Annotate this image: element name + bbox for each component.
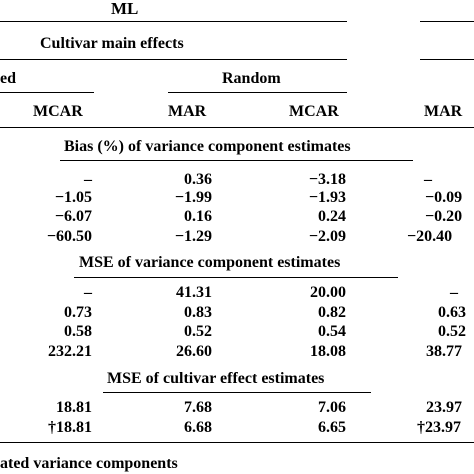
subtitle: Cultivar main effects <box>40 35 184 52</box>
cell: 0.52 <box>438 323 466 340</box>
cell: 232.21 <box>48 343 92 360</box>
rule-group-random <box>168 92 347 93</box>
cell: 0.58 <box>64 323 92 340</box>
rule-section-bias <box>60 160 413 161</box>
cell: – <box>424 171 432 188</box>
col-right-mar: MAR <box>424 103 463 120</box>
rule-top-right <box>420 21 474 22</box>
cell: 0.52 <box>184 323 212 340</box>
cell: 0.82 <box>318 304 346 321</box>
method-label: ML <box>111 0 139 18</box>
cell: 26.60 <box>176 343 212 360</box>
cell: −2.09 <box>308 228 346 245</box>
cell: 41.31 <box>176 284 212 301</box>
footnote: ated variance components <box>0 455 178 472</box>
cell: †23.97 <box>417 419 461 436</box>
cell: −1.93 <box>308 189 346 206</box>
rule-sub-right <box>420 59 474 60</box>
cell: 0.54 <box>318 323 346 340</box>
cell: 0.36 <box>184 171 212 188</box>
cell: −1.29 <box>174 228 212 245</box>
cell: 0.73 <box>64 304 92 321</box>
cell: 7.68 <box>184 399 212 416</box>
cell: 6.68 <box>184 419 212 436</box>
cell: 20.00 <box>310 284 346 301</box>
cell: – <box>450 284 458 301</box>
rule-section-mse-cultivar <box>103 392 371 393</box>
cell: −1.99 <box>174 189 212 206</box>
rule-colheads <box>0 127 474 128</box>
col-random-mar: MAR <box>168 103 207 120</box>
cell: −60.50 <box>46 228 92 245</box>
section-title-mse-cultivar: MSE of cultivar effect estimates <box>107 370 325 387</box>
cell: 0.24 <box>318 208 346 225</box>
col-random-mcar: MCAR <box>289 103 339 120</box>
rule-top-left <box>0 21 347 22</box>
cell: −20.40 <box>407 228 453 245</box>
cell: 0.16 <box>184 208 212 225</box>
cell: – <box>84 171 92 188</box>
cell: −0.09 <box>425 189 463 206</box>
cell: −0.20 <box>425 208 463 225</box>
cell: 6.65 <box>318 419 346 436</box>
cell: 38.77 <box>426 343 462 360</box>
col-left-mcar: MCAR <box>33 103 83 120</box>
cell: – <box>84 284 92 301</box>
rule-bottom <box>0 442 474 443</box>
cell: 0.83 <box>184 304 212 321</box>
cell: 18.08 <box>310 343 346 360</box>
cell: †18.81 <box>48 419 92 436</box>
group-left-label: ed <box>0 70 16 87</box>
section-title-bias: Bias (%) of variance component estimates <box>64 138 351 155</box>
cell: −1.05 <box>54 189 92 206</box>
cell: −3.18 <box>308 171 346 188</box>
cell: 18.81 <box>56 399 92 416</box>
cell: −6.07 <box>54 208 92 225</box>
cell: 0.63 <box>438 304 466 321</box>
rule-group-left <box>0 92 94 93</box>
rule-sub-left <box>0 59 347 60</box>
cell: 23.97 <box>426 399 462 416</box>
rule-section-mse-variance <box>74 277 398 278</box>
section-title-mse-variance: MSE of variance component estimates <box>79 254 341 271</box>
cell: 7.06 <box>318 399 346 416</box>
group-random-label: Random <box>222 70 281 87</box>
